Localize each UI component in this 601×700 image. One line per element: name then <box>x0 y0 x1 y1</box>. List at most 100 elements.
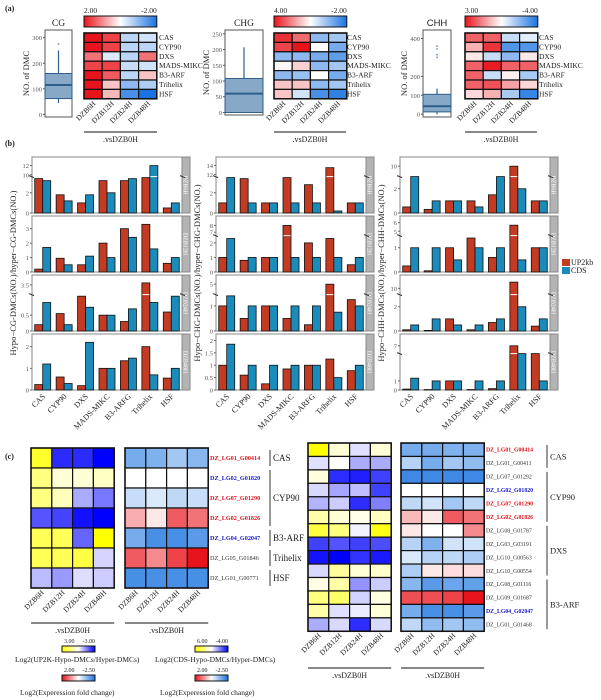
bar-cds <box>333 311 343 332</box>
heatmap-cell <box>30 527 53 549</box>
bar-cds <box>410 377 420 391</box>
bar-cds <box>170 295 180 332</box>
bar-up2kb <box>162 262 172 273</box>
bar-cds <box>85 255 94 273</box>
bar-cds <box>333 210 343 214</box>
bar-up2kb <box>423 329 433 332</box>
bar-cds <box>538 247 548 273</box>
x-tick-label: Trihelix <box>130 392 154 416</box>
axis-break-icon <box>547 234 554 238</box>
heatmap-cell <box>92 447 115 469</box>
heatmap-cell <box>328 549 351 565</box>
facet-strip <box>181 333 191 391</box>
bar-up2kb <box>120 180 129 214</box>
axis-break-icon <box>212 175 219 179</box>
heatmap-cell <box>166 507 189 529</box>
bar-cds <box>269 305 278 332</box>
gene-label: DZ_LG08_G01787 <box>486 528 532 534</box>
y-tick-label: 5 <box>210 282 213 289</box>
row-label: CAS <box>159 33 174 42</box>
heatmap-cell <box>309 41 330 53</box>
bar-up2kb <box>445 247 454 273</box>
heatmap-cell <box>145 487 168 509</box>
axis-break-icon <box>179 175 186 179</box>
bar-cds <box>431 247 441 273</box>
heatmap-cell <box>328 496 351 511</box>
y-tick-label: 12 <box>23 163 30 170</box>
heatmap-cell <box>482 60 503 72</box>
heatmap-cell <box>500 79 521 90</box>
row-label: Trihelix <box>159 80 183 89</box>
facet-strip-label: DZB12H <box>182 233 188 256</box>
bar-cds <box>474 206 484 214</box>
heatmap-cell <box>101 51 121 62</box>
outlier <box>436 47 438 50</box>
bar-up2kb <box>509 165 519 214</box>
heatmap-cell <box>145 507 168 529</box>
colorbar-max-label: 3.00 <box>465 6 478 15</box>
bar-up2kb <box>282 318 292 332</box>
bar-cds <box>410 176 420 214</box>
bar-up2kb <box>488 194 497 214</box>
group-label: CYP90 <box>550 492 575 502</box>
bar-cds <box>63 324 73 332</box>
heatmap-cell <box>369 563 392 579</box>
heatmap-cell <box>166 467 189 489</box>
heatmap-cell <box>307 455 330 471</box>
outlier <box>436 53 438 56</box>
x-tick-label: DXS <box>440 392 458 410</box>
y-tick-label: 0 <box>394 388 397 395</box>
legend-swatch-cds <box>562 267 570 274</box>
facet-strip-label: DZB24H <box>182 292 188 315</box>
axis-break-icon <box>363 175 370 179</box>
x-tick-label: CAS <box>30 392 47 409</box>
gene-label: DZ_LG07_G01292 <box>486 475 532 481</box>
facet-strip-label: DZB12H <box>550 233 556 256</box>
heatmap-cell <box>124 547 147 569</box>
axis-break-icon <box>28 175 35 179</box>
axis-break-icon <box>363 293 370 297</box>
bar-cds <box>496 380 505 391</box>
heatmap-cell <box>83 88 103 100</box>
group-label: CAS <box>550 451 567 461</box>
heatmap-cell <box>400 536 423 552</box>
facet-strip <box>365 215 375 273</box>
gene-label: DZ_LG01_G00771 <box>210 575 259 582</box>
heatmap-cell <box>71 447 94 469</box>
facet-strip <box>549 215 559 273</box>
bar-cds <box>538 380 548 391</box>
heatmap-cell <box>369 603 392 619</box>
bar-up2kb <box>34 384 44 391</box>
bar-up2kb <box>530 247 540 273</box>
heatmap-cell <box>482 79 503 90</box>
heatmap-cell <box>186 447 209 469</box>
heatmap-cell <box>83 41 103 53</box>
heatmap-cell <box>349 469 372 484</box>
y-axis-label: Hypo−CHG-DMCs(NO.)/hyper−CHG-DMCs(NO.) <box>192 184 202 361</box>
bar-up2kb <box>509 345 519 391</box>
bar-up2kb <box>346 264 356 273</box>
heatmap-cell <box>500 51 521 62</box>
heatmap-cell <box>462 549 485 565</box>
heatmap-cell <box>124 447 147 469</box>
heatmap-cell <box>101 79 121 90</box>
heatmap-cell <box>138 51 158 62</box>
axis-break-icon <box>212 234 219 238</box>
bar-cds <box>354 305 364 332</box>
gene-label: DZ_LG07_G01290 <box>210 495 260 502</box>
comparison-label: .vsDZB0H <box>149 626 184 635</box>
y-tick-label: 2 <box>210 190 213 197</box>
bar-up2kb <box>261 305 270 332</box>
gene-label: DZ_LG03_G03191 <box>486 542 532 548</box>
heatmap-cell <box>291 51 312 62</box>
heatmap-cell <box>124 567 147 589</box>
heatmap-cell <box>51 447 74 469</box>
heatmap-cell <box>442 590 465 606</box>
y-tick-label: 0.5 <box>205 375 213 382</box>
y-tick-label: 8 <box>210 223 213 230</box>
heatmap-cell <box>349 442 372 458</box>
bar-cds <box>290 364 300 391</box>
colorbar <box>83 15 158 28</box>
heatmap-cell <box>328 32 348 43</box>
heatmap-cell <box>518 69 539 81</box>
